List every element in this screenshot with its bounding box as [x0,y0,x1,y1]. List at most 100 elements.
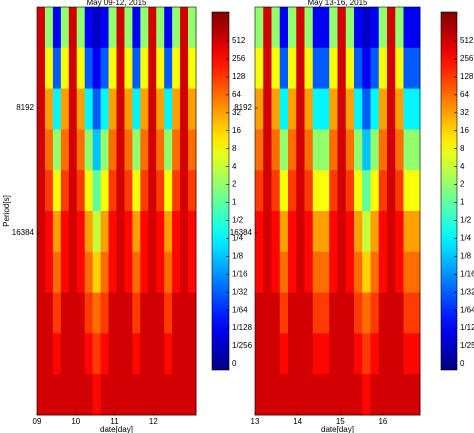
heat-cell [403,129,413,171]
heat-cell [362,7,371,49]
heat-cell [108,251,117,293]
heat-cell [52,374,62,416]
colorbar-tick-label: 128 [460,72,474,81]
x-tick-label: 16 [378,417,387,426]
y-tick-label: 8192 [16,103,34,112]
colorbar-tick-label: 4 [232,162,237,171]
heat-cell [345,170,355,212]
heat-cell [304,292,314,334]
heat-cell [304,7,314,49]
heat-cell [362,292,371,334]
heat-cell [68,129,78,171]
heat-cell [362,129,371,171]
heat-cell [370,333,380,375]
heat-cell [60,170,70,212]
heat-cell [92,333,101,375]
heat-cell [288,88,297,130]
colorbar-tick-label: 1/8 [460,251,472,260]
heat-cell [116,292,125,334]
plot-frame [36,6,197,416]
heat-cell [395,129,404,171]
heat-cell [156,292,165,334]
heat-cell [172,47,181,89]
heat-cell [411,292,421,334]
colorbar-tick-label: 32 [232,108,241,117]
colorbar-tick-label: 8 [460,144,465,153]
heat-cell [312,129,322,171]
heat-cell [288,47,297,89]
heat-cell [354,333,363,375]
heat-cell [76,129,86,171]
heat-cell [172,251,181,293]
heat-cell [84,7,94,49]
heat-cell [60,292,70,334]
colorbar-tick-label: 1 [460,198,465,207]
heat-cell [288,333,297,375]
heat-cell [321,7,330,49]
heat-cell [395,7,404,49]
heat-cell [296,374,305,416]
heat-cell [354,7,363,49]
heat-cell [140,251,149,293]
heat-cell [312,47,322,89]
heat-cell [395,333,404,375]
heat-cell [271,88,281,130]
heat-cell [279,170,289,212]
heat-cell [180,7,189,49]
heat-cell [92,170,101,212]
colorbar-tick-label: 1/64 [460,305,474,314]
heat-cell [37,7,46,49]
heat-cell [279,211,289,253]
heat-cell [124,7,133,49]
heat-cell [52,129,62,171]
heat-cell [362,251,371,293]
heat-cell [255,88,264,130]
heat-cell [124,88,133,130]
heat-cell [370,292,380,334]
heat-cell [100,88,109,130]
heat-cell [370,7,380,49]
heat-cell [68,374,78,416]
heat-cell [288,170,297,212]
heat-cell [60,374,70,416]
heat-cell [140,47,149,89]
heat-cell [124,251,133,293]
heat-cell [411,129,421,171]
heat-cell [312,251,322,293]
heat-cell [255,211,264,253]
heat-cell [44,170,54,212]
heat-cell [188,7,197,49]
heat-cell [172,211,181,253]
heat-cell [345,88,355,130]
heat-cell [378,129,388,171]
heat-cell [329,333,338,375]
heat-cell [304,251,314,293]
colorbar-tick-label: 1/128 [232,323,253,332]
heat-cell [52,170,62,212]
heat-cell [263,7,272,49]
heat-cell [411,170,421,212]
heat-cell [296,292,305,334]
heat-cell [279,47,289,89]
heat-cell [92,211,101,253]
heat-cell [312,333,322,375]
heat-cell [180,129,189,171]
heat-cell [156,374,165,416]
heat-cell [387,47,396,89]
heat-cell [321,251,330,293]
heat-cell [279,292,289,334]
heat-cell [44,47,54,89]
heat-cell [164,251,173,293]
y-tick-label: 16384 [12,228,35,237]
heat-cell [378,170,388,212]
heat-cell [255,47,264,89]
heat-cell [44,374,54,416]
heat-cell [76,47,86,89]
heat-cell [329,211,338,253]
colorbar-tick-label: 32 [460,108,469,117]
heat-cell [68,7,78,49]
heat-cell [362,47,371,89]
colorbar-tick-label: 1/16 [232,269,248,278]
heat-cell [271,170,281,212]
